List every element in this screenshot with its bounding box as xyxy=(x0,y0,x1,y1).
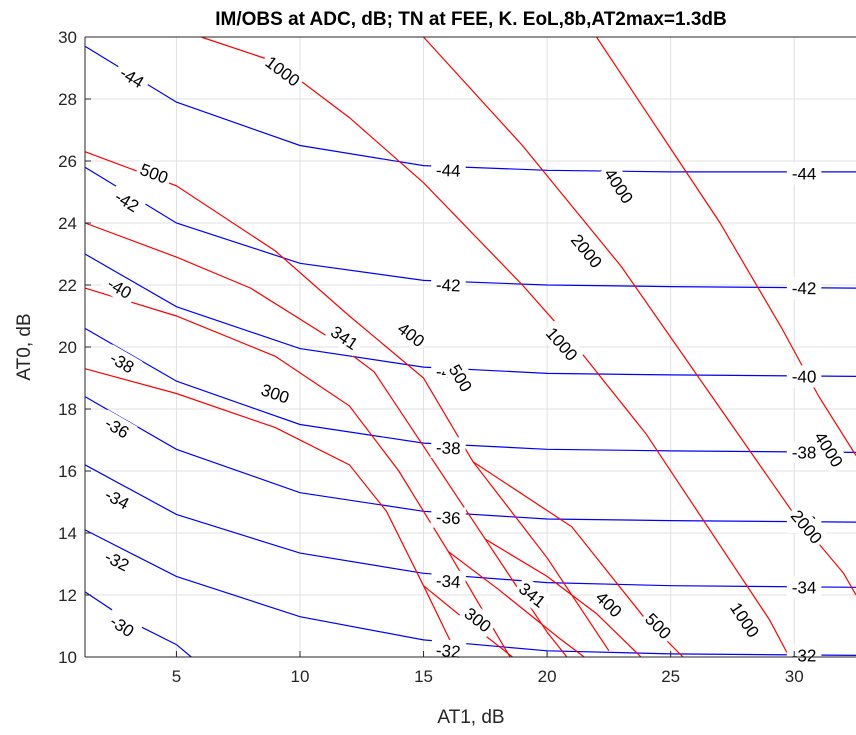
contour-label-background xyxy=(786,576,822,599)
contour-label-background xyxy=(786,276,822,300)
contour-label-background xyxy=(101,344,143,381)
contour-label-background xyxy=(390,315,432,354)
y-tick-label: 14 xyxy=(58,524,77,543)
contour-label-text: -44 xyxy=(436,161,461,181)
contour-label: -32 xyxy=(430,638,467,664)
contour-label-background xyxy=(255,377,296,410)
contour-label-text: -32 xyxy=(792,646,817,665)
contour-label-background xyxy=(564,226,610,275)
contour-label-text: -44 xyxy=(792,164,817,183)
grid xyxy=(85,36,856,658)
x-tick-label: 25 xyxy=(661,667,680,686)
y-tick-label: 20 xyxy=(58,338,77,357)
contour-label-background xyxy=(430,505,467,530)
contour-label: -34 xyxy=(786,576,822,599)
chart-title: IM/OBS at ADC, dB; TN at FEE, K. EoL,8b,… xyxy=(215,9,727,30)
contour-label-text: -38 xyxy=(792,443,817,462)
contour-label-background xyxy=(588,584,629,625)
contour-label-background xyxy=(786,162,822,185)
contour-line xyxy=(84,464,856,588)
x-axis-label: AT1, dB xyxy=(437,707,504,728)
contour-label-background xyxy=(638,606,679,646)
contour-label-background xyxy=(258,49,307,94)
contour-label-background xyxy=(786,644,822,667)
contour-label-background xyxy=(786,441,822,464)
x-tick-label: 10 xyxy=(291,667,310,686)
contour-line xyxy=(84,327,856,453)
contour-label-background xyxy=(784,502,830,551)
contour-label: -38 xyxy=(430,435,467,460)
contour-label-text: -34 xyxy=(435,571,461,592)
contour-line xyxy=(484,538,642,658)
y-tick-label: 10 xyxy=(58,648,77,667)
contour-label-text: -34 xyxy=(792,578,817,597)
contour-label-background xyxy=(597,161,641,211)
contour-label: -30 xyxy=(101,607,143,645)
contour-line xyxy=(84,151,610,652)
contour-label-background xyxy=(430,273,466,297)
contour-label-text: -42 xyxy=(436,276,461,296)
contour-label-background xyxy=(96,409,138,446)
contour-label-background xyxy=(96,481,138,517)
x-tick-label: 20 xyxy=(538,667,557,686)
y-tick-label: 26 xyxy=(58,152,77,171)
x-axis-ticks: 5 10 15 20 25 30 xyxy=(172,651,804,686)
x-tick-label: 30 xyxy=(785,667,804,686)
contour-label: -40 xyxy=(786,365,822,388)
contour-label-background xyxy=(324,318,365,357)
contour-line xyxy=(84,591,192,658)
contour-line xyxy=(84,45,856,173)
contour-label-background xyxy=(539,320,585,368)
contour-label-background xyxy=(807,424,850,474)
y-tick-label: 16 xyxy=(58,462,77,481)
y-tick-label: 18 xyxy=(58,400,77,419)
contour-label: -42 xyxy=(786,276,822,300)
contour-line xyxy=(84,166,856,289)
contour-label-background xyxy=(106,182,148,220)
contour-label-text: -40 xyxy=(792,367,817,386)
contour-label-background xyxy=(430,158,466,182)
contour-label-background xyxy=(511,575,553,615)
y-axis-ticks: 10 12 14 16 18 20 22 24 26 28 30 xyxy=(58,28,91,667)
contour-label-background xyxy=(786,365,822,388)
contour-label: -42 xyxy=(430,273,466,297)
contour-lines xyxy=(84,36,856,658)
contour-label-text: -32 xyxy=(435,641,461,662)
y-tick-label: 22 xyxy=(58,276,77,295)
contour-label-background xyxy=(99,269,141,307)
contour-label: -32 xyxy=(786,644,822,667)
contour-label-background xyxy=(111,58,153,96)
contour-label: -34 xyxy=(430,568,467,594)
contour-label: -44 xyxy=(430,158,466,182)
y-axis-label: AT0, dB xyxy=(14,313,35,380)
contour-label: -36 xyxy=(430,505,467,530)
contour-label-text: -42 xyxy=(792,279,817,298)
contour-line xyxy=(84,253,856,377)
y-tick-label: 28 xyxy=(58,90,77,109)
contour-line xyxy=(200,36,523,286)
contour-label: -38 xyxy=(786,441,822,464)
contour-label-background xyxy=(442,357,479,399)
contour-label-background xyxy=(430,435,467,460)
contour-label-background xyxy=(457,600,499,640)
contour-line xyxy=(423,36,856,596)
contour-label-text: -36 xyxy=(435,508,461,529)
contour-label-background xyxy=(96,543,138,579)
y-tick-label: 30 xyxy=(58,28,77,47)
contour-label-background xyxy=(101,607,143,645)
contour-label-background xyxy=(134,157,175,190)
y-tick-label: 24 xyxy=(58,214,77,233)
contour-label-text: -38 xyxy=(436,438,462,458)
contour-label: -44 xyxy=(786,162,822,185)
contour-label-background xyxy=(430,568,467,594)
contour-line xyxy=(596,36,856,456)
x-tick-label: 5 xyxy=(172,667,181,686)
contour-line xyxy=(447,551,585,658)
contour-label-background xyxy=(723,595,767,645)
x-tick-label: 15 xyxy=(414,667,433,686)
y-tick-label: 12 xyxy=(58,586,77,605)
